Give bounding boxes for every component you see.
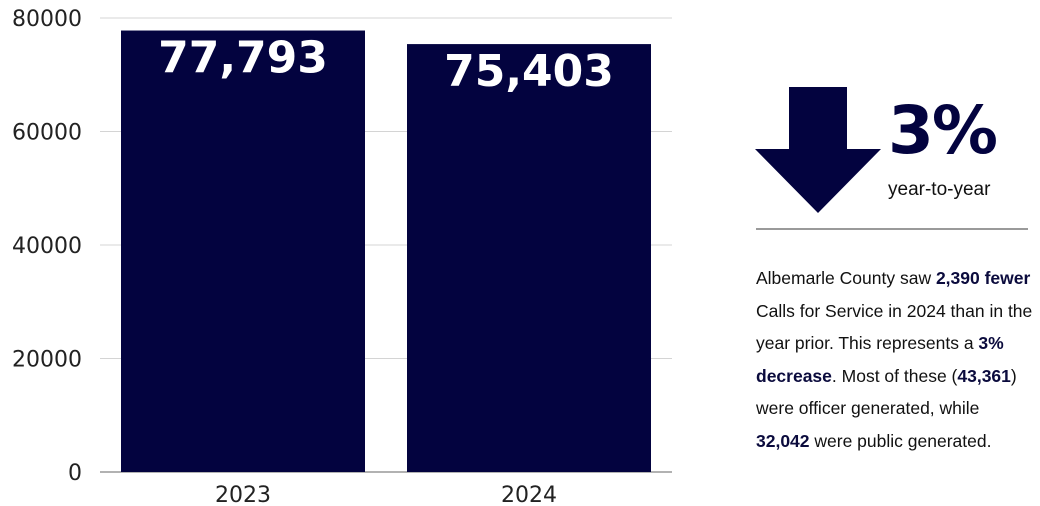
data-label: 77,793 xyxy=(158,33,328,84)
desc-text: Albemarle County saw xyxy=(756,268,936,288)
divider xyxy=(756,228,1028,230)
desc-text: were public generated. xyxy=(809,430,992,451)
desc-highlight: 2,390 fewer xyxy=(935,268,1031,288)
y-tick-label: 60000 xyxy=(12,121,82,146)
change-summary: 3% year-to-year xyxy=(752,85,1037,225)
percent-caption: year-to-year xyxy=(888,179,991,200)
y-tick-label: 40000 xyxy=(12,234,82,259)
y-tick-label: 0 xyxy=(68,461,82,486)
desc-highlight: 3% decrease xyxy=(756,333,1004,386)
y-tick-label: 80000 xyxy=(12,7,82,32)
desc-text: ) were officer generated, while xyxy=(756,365,1017,419)
desc-text: Calls for Service in 2024 than in the ye… xyxy=(756,300,1033,354)
desc-highlight: 43,361 xyxy=(957,365,1011,386)
x-tick-label: 2023 xyxy=(215,483,271,506)
desc-text: . Most of these ( xyxy=(831,365,958,386)
arrow-down-icon xyxy=(755,87,881,213)
x-tick-label: 2024 xyxy=(501,483,557,506)
data-label: 75,403 xyxy=(444,46,614,97)
bar xyxy=(121,30,365,473)
bar-chart: 0 20000 40000 60000 80000 77,793 2023 75,403 202… xyxy=(12,7,672,506)
bar xyxy=(407,44,651,472)
y-tick-label: 20000 xyxy=(12,348,82,373)
description: Albemarle County saw 2,390 fewer Calls f… xyxy=(756,262,1036,457)
percent-change: 3% xyxy=(888,92,998,169)
desc-highlight: 32,042 xyxy=(756,430,810,451)
